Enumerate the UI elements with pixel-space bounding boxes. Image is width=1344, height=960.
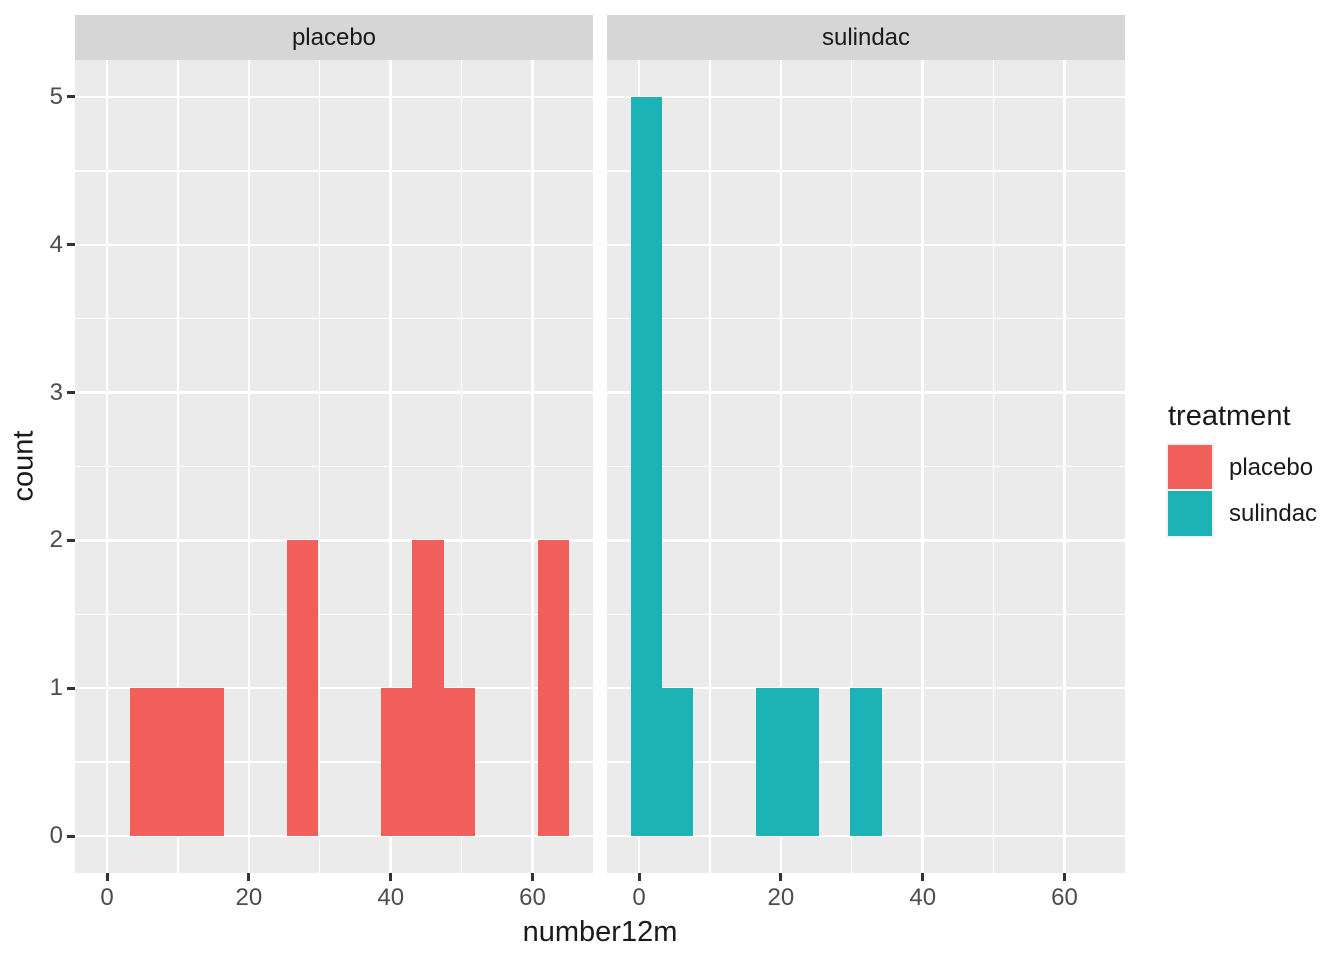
x-tick-mark — [247, 873, 251, 881]
y-tick-mark — [67, 538, 75, 542]
major-gridline-vertical — [1063, 60, 1066, 873]
y-tick-label: 0 — [49, 822, 63, 850]
facet-strip-label: placebo — [291, 23, 377, 51]
y-axis-title: count — [7, 430, 40, 502]
legend-item-placebo: placebo — [1168, 445, 1317, 490]
minor-gridline-horizontal — [75, 465, 593, 468]
histogram-bar — [756, 688, 788, 837]
legend-label: sulindac — [1229, 499, 1318, 527]
major-gridline-horizontal — [75, 686, 593, 690]
x-tick-mark — [389, 873, 393, 881]
x-axis-title: number12m — [522, 916, 678, 948]
major-gridline-horizontal — [607, 391, 1125, 394]
major-gridline-horizontal — [75, 539, 593, 542]
major-gridline-vertical — [531, 60, 534, 873]
legend-swatch — [1168, 491, 1212, 536]
minor-gridline-horizontal — [75, 613, 593, 615]
facet-strip-sulindac: sulindac — [607, 15, 1125, 60]
y-tick-mark — [67, 95, 75, 99]
histogram-bar — [161, 688, 193, 837]
minor-gridline-horizontal — [75, 761, 593, 763]
facet-panel-placebo — [75, 60, 593, 873]
histogram-bar — [850, 688, 882, 837]
facet-strip-label: sulindac — [821, 23, 911, 51]
x-tick-label: 40 — [909, 884, 937, 911]
legend-label: placebo — [1229, 453, 1314, 481]
y-tick-mark — [67, 686, 75, 690]
x-tick-label: 60 — [519, 884, 546, 911]
legend-items: placebo sulindac — [1168, 445, 1317, 536]
major-gridline-horizontal — [607, 834, 1125, 838]
x-tick-mark — [637, 873, 641, 881]
major-gridline-horizontal — [75, 95, 593, 99]
y-tick-label: 5 — [49, 82, 63, 110]
major-gridline-vertical — [921, 60, 924, 873]
histogram-bar — [381, 688, 413, 837]
histogram-bar — [538, 540, 570, 837]
x-tick-mark — [779, 873, 783, 881]
legend: treatment placebo sulindac — [1168, 400, 1317, 537]
major-gridline-horizontal — [607, 539, 1125, 542]
x-tick-mark — [921, 873, 925, 881]
minor-gridline-horizontal — [607, 170, 1125, 172]
x-tick-label: 0 — [632, 884, 646, 911]
major-gridline-vertical — [105, 60, 109, 873]
legend-title: treatment — [1168, 400, 1291, 432]
major-gridline-horizontal — [75, 391, 593, 394]
histogram-bar — [192, 688, 225, 837]
y-tick-mark — [67, 391, 75, 395]
histogram-bar — [443, 688, 476, 837]
major-gridline-horizontal — [607, 243, 1125, 247]
x-tick-mark — [531, 873, 535, 881]
major-gridline-horizontal — [607, 95, 1125, 99]
histogram-bar — [129, 688, 162, 837]
major-gridline-vertical — [389, 60, 392, 873]
y-tick-label: 4 — [49, 230, 63, 258]
y-tick-label: 3 — [49, 378, 63, 406]
y-tick-label: 2 — [49, 526, 63, 554]
histogram-bar — [286, 540, 319, 837]
minor-gridline-horizontal — [607, 465, 1125, 468]
minor-gridline-horizontal — [607, 613, 1125, 615]
x-tick-label: 20 — [235, 884, 263, 911]
histogram-bar — [661, 688, 694, 837]
major-gridline-vertical — [247, 60, 251, 873]
legend-swatch — [1168, 445, 1212, 490]
x-tick-label: 0 — [100, 884, 114, 911]
x-tick-label: 60 — [1051, 884, 1078, 911]
histogram-bar — [630, 96, 662, 837]
major-gridline-horizontal — [75, 243, 593, 247]
minor-gridline-horizontal — [607, 318, 1125, 320]
histogram-bar — [412, 540, 444, 837]
major-gridline-horizontal — [75, 834, 593, 838]
facet-strip-placebo: placebo — [75, 15, 593, 60]
y-tick-mark — [67, 834, 75, 838]
histogram-bar — [787, 688, 819, 837]
minor-gridline-horizontal — [75, 170, 593, 172]
x-tick-label: 20 — [767, 884, 795, 911]
y-tick-mark — [67, 243, 75, 247]
facet-panel-sulindac — [607, 60, 1125, 873]
legend-item-sulindac: sulindac — [1168, 491, 1317, 536]
y-tick-label: 1 — [49, 674, 63, 702]
minor-gridline-horizontal — [75, 318, 593, 320]
x-tick-mark — [1063, 873, 1067, 881]
major-gridline-vertical — [779, 60, 783, 873]
x-tick-mark — [105, 873, 109, 881]
x-tick-label: 40 — [377, 884, 405, 911]
